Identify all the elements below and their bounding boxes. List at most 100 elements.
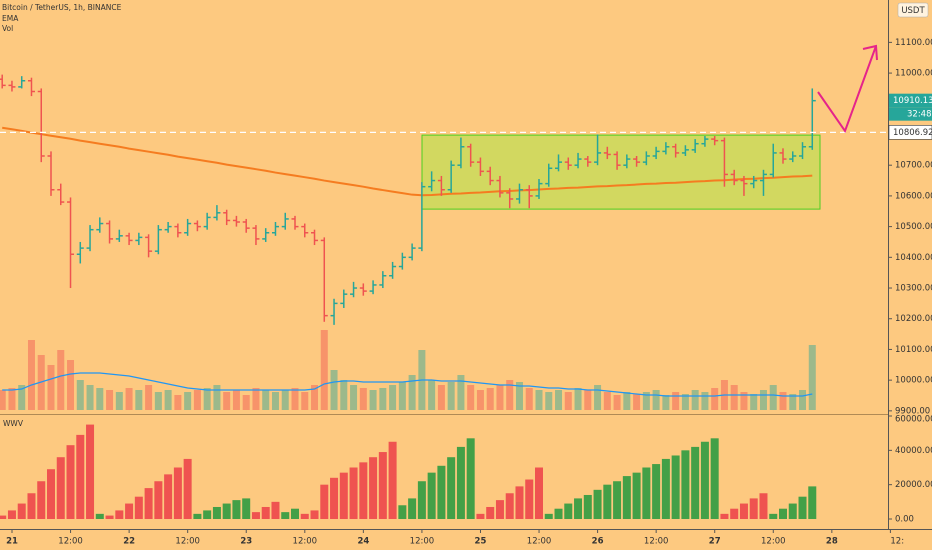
wwv-bar <box>17 503 26 520</box>
wwv-bar <box>466 438 475 520</box>
wwv-bar <box>222 503 231 520</box>
wwv-bar <box>76 434 85 520</box>
wwv-bar <box>808 486 817 520</box>
volume-bar <box>57 350 65 410</box>
volume-bar <box>799 390 807 410</box>
ema-line <box>2 126 813 197</box>
wwv-bar <box>661 458 670 520</box>
volume-bar <box>379 388 387 410</box>
wwv-tick-label: 0.00 <box>895 515 914 525</box>
y-tick-label: 10300.00 <box>895 284 932 294</box>
wwv-bar <box>339 472 348 520</box>
volume-bar <box>320 330 328 410</box>
currency-label[interactable]: USDT <box>901 6 925 16</box>
volume-bar <box>613 395 621 410</box>
wwv-bar <box>720 513 729 520</box>
volume-bar <box>96 388 104 410</box>
x-tick-label: 12:00 <box>58 537 83 547</box>
volume-bar <box>447 382 455 410</box>
volume-bar <box>496 385 504 410</box>
volume-bar <box>86 385 94 410</box>
wwv-bar <box>544 513 553 520</box>
wwv-bar <box>95 513 104 520</box>
projection-arrowhead <box>862 44 878 61</box>
wwv-bar <box>564 503 573 520</box>
wwv-bar <box>66 445 75 520</box>
volume-bar <box>486 388 494 410</box>
wwv-bar <box>749 498 758 520</box>
volume-bar <box>8 388 16 410</box>
volume-bar <box>281 390 289 410</box>
range-box <box>421 134 821 210</box>
volume-bar <box>193 390 201 410</box>
wwv-bar <box>788 503 797 520</box>
wwv-bar <box>574 498 583 520</box>
x-tick-label: 25 <box>475 537 487 547</box>
volume-bar <box>398 382 406 410</box>
volume-bar <box>242 395 250 410</box>
wwv-bar <box>408 498 417 520</box>
wwv-bar <box>232 500 241 520</box>
x-tick-label: 12:00 <box>644 537 669 547</box>
volume-bar <box>769 385 777 410</box>
volume-bar <box>476 390 484 410</box>
wwv-bar <box>281 512 290 520</box>
x-tick-label: 12: <box>890 537 904 547</box>
x-tick-label: 21 <box>6 537 18 547</box>
volume-bar <box>0 390 6 410</box>
volume-bar <box>535 390 543 410</box>
volume-bar <box>789 394 797 410</box>
wwv-bar <box>125 503 134 520</box>
volume-bar <box>301 392 309 410</box>
volume-bar <box>603 392 611 410</box>
plot: 9900.00 10000.00 10100.00 10200.00 10300.00 1… <box>0 38 932 547</box>
wwv-bar <box>769 513 778 520</box>
volume-bar <box>740 392 748 410</box>
volume-bar <box>203 388 211 410</box>
volume-bar <box>662 395 670 410</box>
wwv-tick-label: 40000.00 <box>895 446 932 456</box>
volume-bar <box>759 390 767 410</box>
vol-label: Vol <box>2 24 13 33</box>
wwv-bar <box>369 457 378 520</box>
wwv-bar <box>593 489 602 520</box>
wwv-bar <box>535 467 543 520</box>
volume-bar <box>311 385 319 410</box>
volume-bar <box>154 392 162 410</box>
volume-bar <box>457 375 465 410</box>
volume-bar <box>389 385 397 410</box>
volume-bar <box>184 392 192 410</box>
volume-bar <box>27 340 35 410</box>
volume-bar <box>262 390 270 410</box>
wwv-bar <box>779 508 787 520</box>
level-box <box>888 125 932 140</box>
countdown-box <box>889 107 932 121</box>
y-tick-label: 10600.00 <box>895 191 932 201</box>
wwv-bar <box>310 510 319 520</box>
volume-bar <box>545 392 553 410</box>
x-tick-label: 27 <box>709 537 721 547</box>
volume-bar <box>47 365 55 410</box>
wwv-bar <box>378 452 387 520</box>
x-tick-label: 28 <box>826 537 838 547</box>
wwv-bar <box>164 474 173 520</box>
wwv-bar <box>56 457 65 520</box>
volume-bar <box>145 385 153 410</box>
volume-bar <box>652 390 660 410</box>
currency-box[interactable] <box>897 2 929 18</box>
wwv-bar <box>320 484 329 520</box>
wwv-bar <box>427 472 436 520</box>
wwv-bar <box>349 467 358 520</box>
wwv-bar <box>700 441 709 520</box>
volume-bar <box>701 392 709 410</box>
y-tick-label: 11000.00 <box>895 69 932 79</box>
volume-bar <box>467 385 475 410</box>
wwv-bar <box>251 512 260 520</box>
chart-title: Bitcoin / TetherUS, 1h, BINANCE <box>2 3 122 12</box>
volume-bar <box>691 390 699 410</box>
volume-bar <box>584 390 592 410</box>
y-tick-label: 11100.00 <box>895 38 932 48</box>
wwv-bar <box>203 510 212 520</box>
